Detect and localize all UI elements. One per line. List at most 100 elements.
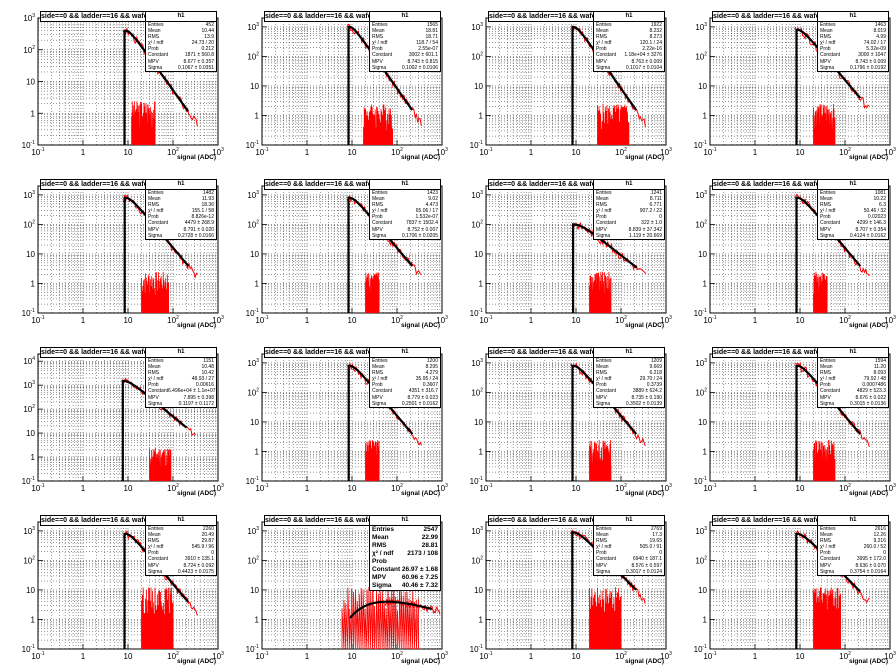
y-tick-label: 10-1 <box>22 644 36 654</box>
x-tick-label: 103 <box>884 483 896 493</box>
histogram-panel: 10-1 1 10 102 103 10-1 1 10 102 103 side==0 && lad… <box>448 336 672 504</box>
x-tick-label: 103 <box>884 651 896 661</box>
stats-label: MPV <box>596 562 607 569</box>
y-tick-label: 10-1 <box>22 140 36 150</box>
stats-value: 19.65 <box>649 538 662 545</box>
x-tick-label: 103 <box>436 147 448 157</box>
stats-value: 5.32e-09 <box>866 46 886 53</box>
stats-row: MPV 8.724 ± 0.092 <box>146 563 216 569</box>
stats-row: Constant 4351 ± 316.7 <box>370 388 440 394</box>
stats-value: 155.1 / 58 <box>191 208 214 215</box>
y-tick-label: 103 <box>247 22 259 32</box>
x-tick-label: 10-1 <box>479 483 493 493</box>
stats-label: χ² / ndf <box>820 544 836 551</box>
x-axis-label: signal (ADC) <box>625 490 664 497</box>
stats-value: 7837 ± 1502.4 <box>406 220 438 227</box>
stats-label: Constant <box>820 388 841 395</box>
panel-title: side==0 && ladder==16 && wafer==13 <box>40 515 162 526</box>
stats-box: h1 Entries 1594 Mean 11.20 RMS 8.093 χ² / ndf 79… <box>817 347 889 408</box>
x-tick-label: 1 <box>753 652 758 661</box>
stats-row: Mean 12.26 <box>818 532 888 538</box>
stats-value: 0.212 <box>201 46 214 53</box>
histogram-series <box>341 587 441 650</box>
x-tick-label: 10-1 <box>703 315 717 325</box>
x-tick-label: 103 <box>436 315 448 325</box>
y-tick-label: 102 <box>471 51 483 61</box>
stats-label: MPV <box>148 226 159 233</box>
histogram-noise <box>597 103 630 146</box>
stats-row: Constant 322 ± 1.0 <box>594 220 664 226</box>
y-tick-label: 103 <box>695 358 707 368</box>
stats-row: Constant 4829 ± 523.3 <box>818 388 888 394</box>
stats-value: 9.216 <box>873 538 886 545</box>
histogram-panel: 10-1 1 10 102 103 10-1 1 10 102 103 side==0 && lad… <box>448 504 672 672</box>
stats-row: Sigma 0.1706 ± 0.0205 <box>370 233 440 239</box>
x-tick-label: 102 <box>615 315 627 325</box>
stats-row: Prob 0.0007486 <box>818 382 888 388</box>
stats-label: Constant <box>372 388 393 395</box>
stats-value: 2.55e-07 <box>418 46 438 53</box>
x-tick-label: 103 <box>660 315 672 325</box>
x-tick-label: 103 <box>212 147 224 157</box>
panel-title: side==0 && ladder==16 && wafer==5 <box>40 179 162 190</box>
x-tick-label: 103 <box>884 315 896 325</box>
y-tick-label: 1 <box>479 111 484 120</box>
stats-row: χ² / ndf 118.7 / 54 <box>370 40 440 46</box>
stats-row: RMS 6.771 <box>594 202 664 208</box>
stats-row: RMS 19.65 <box>594 538 664 544</box>
stats-row: Sigma 0.4124 ± 0.0162 <box>818 233 888 239</box>
stats-value: 0.1796 ± 0.0192 <box>849 64 886 71</box>
stats-label: Entries <box>372 190 388 196</box>
y-tick-label: 10 <box>698 82 707 91</box>
y-tick-label: 10-1 <box>246 308 260 318</box>
stats-row: χ² / ndf 2173 / 108 <box>370 550 440 558</box>
stats-label: χ² / ndf <box>596 208 612 215</box>
y-tick-label: 103 <box>23 380 35 390</box>
stats-label: Constant <box>372 220 393 227</box>
stats-box-header: h1 <box>594 348 664 358</box>
stats-label: Constant <box>596 220 617 227</box>
stats-label: Prob <box>596 214 607 221</box>
stats-box: h1 Entries 452 Mean 10.44 RMS 13.9 χ² / ndf 24.7… <box>145 11 217 72</box>
stats-label: Prob <box>596 550 607 557</box>
stats-value: 1200 <box>426 358 438 364</box>
stats-value: 0.3017 ± 0.0124 <box>625 568 662 575</box>
x-tick-label: 10-1 <box>31 651 45 661</box>
stats-label: Entries <box>596 526 612 532</box>
stats-box-header: h1 <box>370 348 440 358</box>
stats-label: Sigma <box>596 568 611 575</box>
stats-row: Prob 0 <box>146 550 216 556</box>
stats-value: 22.99 <box>421 534 438 541</box>
x-tick-label: 102 <box>167 483 179 493</box>
x-tick-label: 10 <box>348 484 357 493</box>
x-tick-label: 103 <box>884 147 896 157</box>
stats-row: MPV 8.839 ± 37.342 <box>594 227 664 233</box>
x-tick-label: 103 <box>436 651 448 661</box>
x-tick-label: 102 <box>391 483 403 493</box>
stats-box: h1 Entries 1200 Mean 8.295 RMS 4.279 χ² / ndf 35… <box>369 347 441 408</box>
y-tick-label: 102 <box>695 555 707 565</box>
x-axis-label: signal (ADC) <box>177 490 216 497</box>
stats-row: χ² / ndf 120.1 / 24 <box>594 40 664 46</box>
x-axis-label: signal (ADC) <box>625 154 664 161</box>
stats-row: RMS 6.3 <box>818 202 888 208</box>
stats-value: 24.73 / 20 <box>191 40 214 47</box>
stats-label: Prob <box>596 46 607 53</box>
stats-value: 1151 <box>203 358 214 364</box>
stats-label: Constant <box>148 52 169 59</box>
stats-row: Constant 3995 ± 172.0 <box>818 556 888 562</box>
stats-value: 3889 ± 624.2 <box>632 388 662 395</box>
stats-value: 1922 <box>650 22 662 28</box>
x-axis-label: signal (ADC) <box>625 322 664 329</box>
histogram-noise <box>365 272 380 314</box>
stats-value: 0.1002 ± 0.0106 <box>401 64 438 71</box>
stats-label: χ² / ndf <box>372 208 388 215</box>
stats-row: Sigma 0.2728 ± 0.0166 <box>146 233 216 239</box>
histogram-panel: 10-1 1 10 102 103 10-1 1 10 102 103 side==0 && lad… <box>0 504 224 672</box>
stats-value: 322 ± 1.0 <box>641 220 662 227</box>
stats-row: Mean 17.3 <box>594 532 664 538</box>
y-tick-label: 103 <box>695 526 707 536</box>
stats-value: 0.3502 ± 0.0139 <box>625 400 662 407</box>
stats-value: 505.0 / 91 <box>639 544 662 551</box>
stats-value: 1594 <box>874 358 886 364</box>
